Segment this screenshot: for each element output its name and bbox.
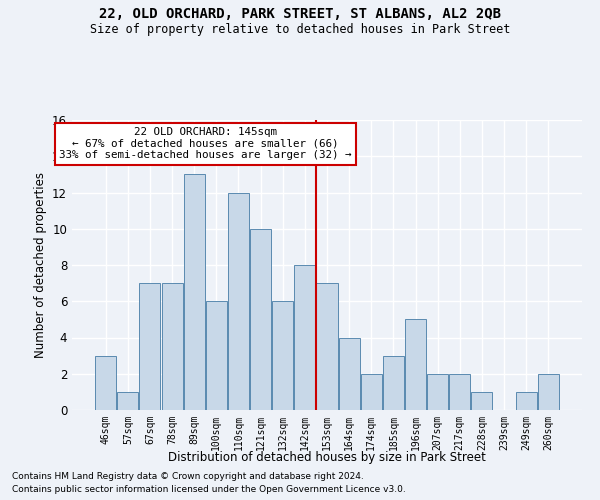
Bar (184, 174, 205, 410)
Bar (515, 392, 536, 410)
Y-axis label: Number of detached properties: Number of detached properties (34, 172, 47, 358)
Text: Distribution of detached houses by size in Park Street: Distribution of detached houses by size … (168, 451, 486, 464)
Bar (295, 265, 316, 410)
Bar (206, 301, 227, 410)
Text: Contains public sector information licensed under the Open Government Licence v3: Contains public sector information licen… (12, 485, 406, 494)
Bar (228, 192, 249, 410)
Bar (118, 392, 139, 410)
Bar (405, 320, 426, 410)
Bar (161, 283, 182, 410)
Bar (250, 229, 271, 410)
Bar (449, 374, 470, 410)
Text: Contains HM Land Registry data © Crown copyright and database right 2024.: Contains HM Land Registry data © Crown c… (12, 472, 364, 481)
Bar (361, 374, 382, 410)
Bar (472, 392, 493, 410)
Bar (95, 356, 116, 410)
Bar (316, 283, 338, 410)
Bar (139, 283, 160, 410)
Text: 22, OLD ORCHARD, PARK STREET, ST ALBANS, AL2 2QB: 22, OLD ORCHARD, PARK STREET, ST ALBANS,… (99, 8, 501, 22)
Bar (338, 338, 359, 410)
Bar (538, 374, 559, 410)
Bar (427, 374, 448, 410)
Bar (383, 356, 404, 410)
Text: Size of property relative to detached houses in Park Street: Size of property relative to detached ho… (90, 22, 510, 36)
Bar (272, 301, 293, 410)
Text: 22 OLD ORCHARD: 145sqm
← 67% of detached houses are smaller (66)
33% of semi-det: 22 OLD ORCHARD: 145sqm ← 67% of detached… (59, 127, 352, 160)
